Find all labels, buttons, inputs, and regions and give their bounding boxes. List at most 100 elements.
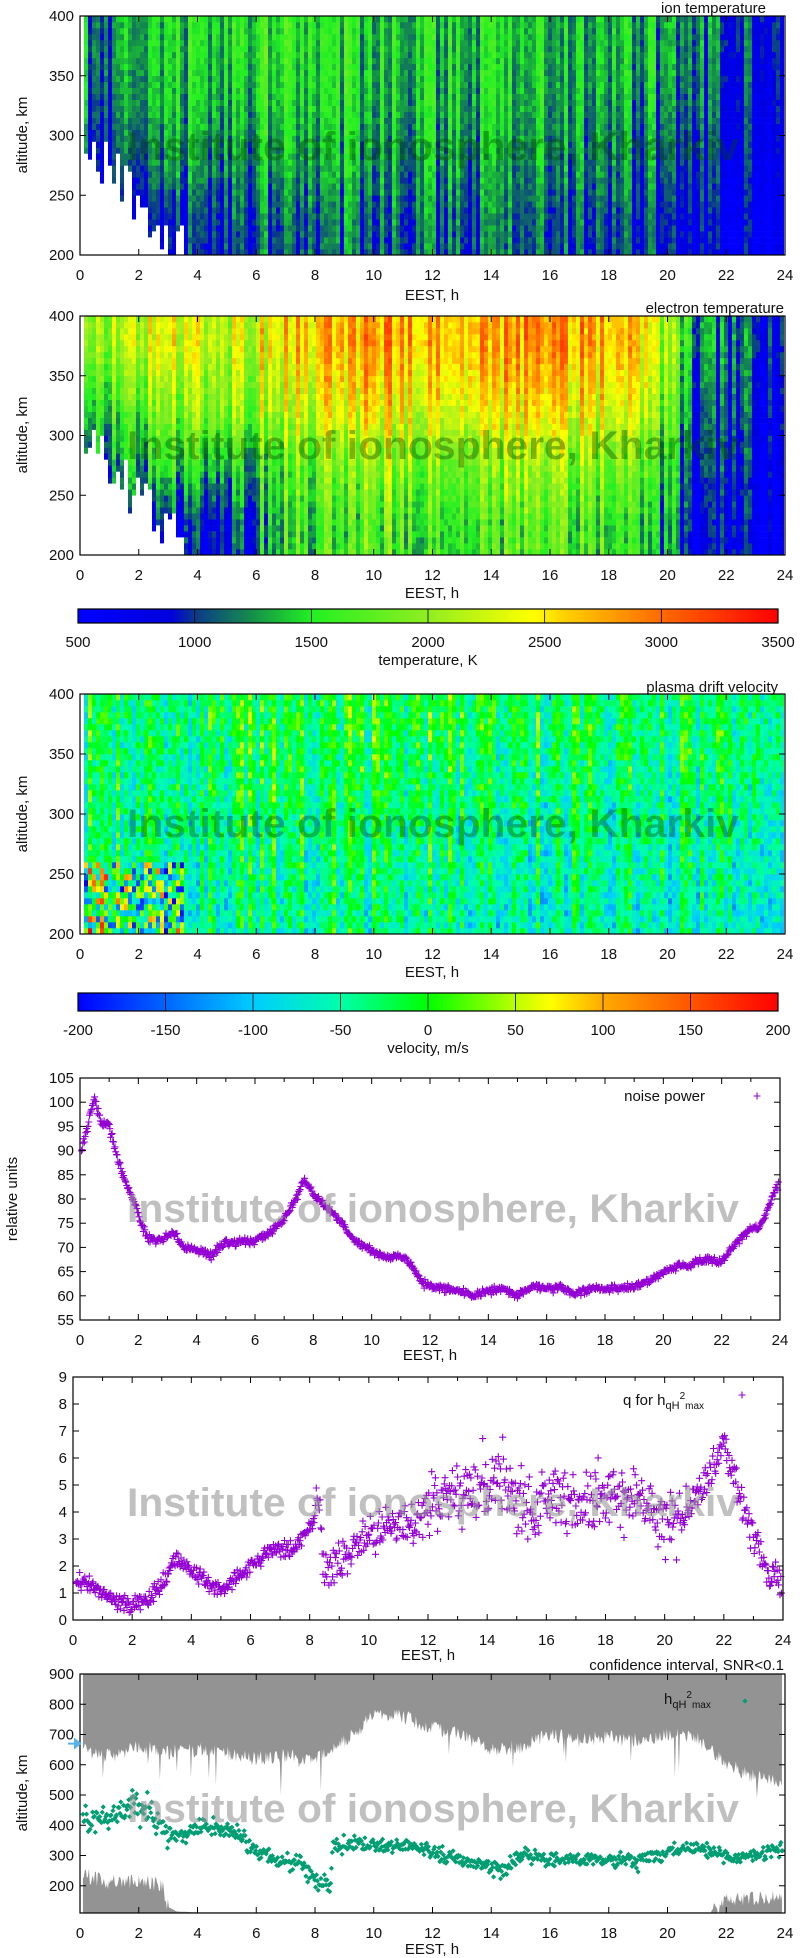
heatmap-cell bbox=[400, 219, 404, 226]
heatmap-cell bbox=[512, 165, 516, 172]
heatmap-cell bbox=[216, 147, 220, 154]
heatmap-cell bbox=[564, 33, 568, 41]
heatmap-cell bbox=[364, 75, 368, 83]
heatmap-cell bbox=[488, 51, 492, 59]
heatmap-cell bbox=[300, 28, 304, 35]
heatmap-cell bbox=[220, 117, 224, 124]
heatmap-cell bbox=[592, 45, 596, 53]
heatmap-cell bbox=[588, 231, 592, 238]
heatmap-cell bbox=[304, 183, 308, 190]
heatmap-cell bbox=[468, 111, 472, 118]
heatmap-cell bbox=[360, 243, 364, 250]
heatmap-cell bbox=[360, 111, 364, 118]
heatmap-cell bbox=[508, 111, 512, 118]
heatmap-cell bbox=[248, 225, 252, 232]
heatmap-cell bbox=[120, 165, 124, 172]
heatmap-cell bbox=[280, 69, 284, 77]
heatmap-cell bbox=[300, 129, 304, 136]
heatmap-cell bbox=[252, 153, 256, 160]
heatmap-cell bbox=[376, 243, 380, 250]
heatmap-cell bbox=[148, 207, 152, 214]
heatmap-cell bbox=[84, 81, 88, 88]
heatmap-cell bbox=[556, 213, 560, 220]
heatmap-cell bbox=[144, 159, 148, 166]
heatmap-cell bbox=[340, 201, 344, 208]
heatmap-cell bbox=[88, 153, 92, 160]
heatmap-cell bbox=[336, 183, 340, 190]
heatmap-cell bbox=[572, 159, 576, 166]
heatmap-cell bbox=[552, 231, 556, 238]
heatmap-cell bbox=[136, 28, 140, 35]
heatmap-cell bbox=[180, 201, 184, 208]
heatmap-cell bbox=[260, 195, 264, 202]
heatmap-cell bbox=[176, 195, 180, 202]
heatmap-cell bbox=[244, 28, 248, 35]
heatmap-cell bbox=[512, 243, 516, 250]
heatmap-cell bbox=[544, 243, 548, 250]
heatmap-cell bbox=[160, 45, 164, 53]
heatmap-cell bbox=[188, 45, 192, 53]
heatmap-cell bbox=[568, 105, 572, 112]
heatmap-cell bbox=[336, 153, 340, 160]
heatmap-cell bbox=[236, 28, 240, 35]
heatmap-cell bbox=[432, 39, 436, 47]
heatmap-cell bbox=[284, 177, 288, 184]
heatmap-cell bbox=[156, 171, 160, 178]
heatmap-cell bbox=[492, 225, 496, 232]
heatmap-cell bbox=[556, 171, 560, 178]
heatmap-cell bbox=[576, 93, 580, 100]
heatmap-cell bbox=[512, 153, 516, 160]
heatmap-cell bbox=[164, 69, 168, 77]
heatmap-cell bbox=[232, 153, 236, 160]
heatmap-cell bbox=[404, 225, 408, 232]
heatmap-cell bbox=[216, 33, 220, 41]
heatmap-cell bbox=[280, 75, 284, 83]
heatmap-cell bbox=[496, 63, 500, 71]
heatmap-cell bbox=[88, 117, 92, 124]
heatmap-cell bbox=[296, 153, 300, 160]
heatmap-cell bbox=[240, 75, 244, 83]
heatmap-cell bbox=[216, 237, 220, 244]
heatmap-cell bbox=[148, 111, 152, 118]
heatmap-cell bbox=[484, 213, 488, 220]
heatmap-cell bbox=[488, 171, 492, 178]
heatmap-cell bbox=[448, 63, 452, 71]
heatmap-cell bbox=[224, 225, 228, 232]
heatmap-cell bbox=[300, 177, 304, 184]
heatmap-cell bbox=[300, 153, 304, 160]
heatmap-cell bbox=[540, 231, 544, 238]
heatmap-cell bbox=[560, 243, 564, 250]
heatmap-cell bbox=[168, 177, 172, 184]
heatmap-cell bbox=[164, 45, 168, 53]
heatmap-cell bbox=[180, 141, 184, 148]
heatmap-cell bbox=[376, 219, 380, 226]
heatmap-cell bbox=[180, 177, 184, 184]
heatmap-cell bbox=[408, 165, 412, 172]
heatmap-cell bbox=[572, 87, 576, 94]
heatmap-cell bbox=[300, 63, 304, 71]
heatmap-cell bbox=[268, 51, 272, 59]
heatmap-cell bbox=[296, 45, 300, 53]
heatmap-cell bbox=[132, 111, 136, 118]
heatmap-cell bbox=[312, 177, 316, 184]
heatmap-cell bbox=[532, 93, 536, 100]
heatmap-cell bbox=[320, 105, 324, 112]
heatmap-cell bbox=[316, 183, 320, 190]
heatmap-cell bbox=[464, 189, 468, 196]
heatmap-cell bbox=[172, 213, 176, 220]
heatmap-cell bbox=[456, 57, 460, 65]
heatmap-cell bbox=[316, 165, 320, 172]
heatmap-cell bbox=[588, 171, 592, 178]
heatmap-cell bbox=[396, 141, 400, 148]
heatmap-cell bbox=[468, 135, 472, 142]
heatmap-cell bbox=[220, 69, 224, 77]
heatmap-cell bbox=[356, 33, 360, 41]
heatmap-cell bbox=[488, 153, 492, 160]
heatmap-cell bbox=[140, 99, 144, 106]
heatmap-cell bbox=[224, 183, 228, 190]
heatmap-cell bbox=[160, 195, 164, 202]
heatmap-cell bbox=[404, 69, 408, 77]
heatmap-cell bbox=[576, 22, 580, 29]
heatmap-cell bbox=[316, 177, 320, 184]
heatmap-cell bbox=[480, 225, 484, 232]
